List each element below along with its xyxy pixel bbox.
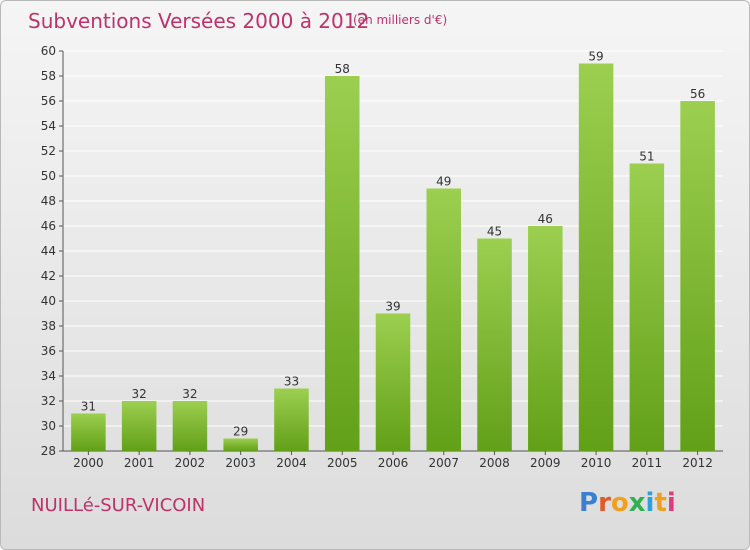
- y-tick-label: 32: [41, 394, 56, 408]
- y-tick-label: 50: [41, 169, 56, 183]
- y-tick-label: 58: [41, 69, 56, 83]
- chart-unit: (en milliers d'€): [353, 13, 448, 27]
- bar-value-label: 58: [335, 62, 350, 76]
- y-tick-label: 48: [41, 194, 56, 208]
- y-tick-label: 56: [41, 94, 56, 108]
- bar-value-label: 49: [436, 175, 451, 189]
- chart-title: Subventions Versées 2000 à 2012: [28, 9, 370, 33]
- logo-letter: r: [598, 488, 611, 518]
- logo-letter: t: [654, 488, 667, 518]
- y-tick-label: 28: [41, 444, 56, 458]
- bar: [375, 313, 411, 451]
- y-tick-label: 36: [41, 344, 56, 358]
- bar-value-label: 46: [538, 212, 553, 226]
- x-tick-label: 2011: [632, 456, 663, 470]
- x-tick-label: 2001: [124, 456, 155, 470]
- bar-value-label: 56: [690, 87, 705, 101]
- bar: [680, 101, 715, 451]
- proxiti-logo: Proxiti: [579, 488, 676, 518]
- bar: [324, 76, 360, 451]
- y-tick-label: 30: [41, 419, 56, 433]
- y-tick-label: 38: [41, 319, 56, 333]
- x-tick-label: 2000: [73, 456, 104, 470]
- x-tick-label: 2007: [428, 456, 459, 470]
- x-tick-label: 2006: [378, 456, 409, 470]
- bar: [477, 238, 512, 451]
- x-tick-label: 2004: [276, 456, 307, 470]
- y-tick-label: 34: [41, 369, 56, 383]
- bar-value-label: 31: [81, 400, 96, 414]
- logo-letter: i: [666, 488, 676, 518]
- bar-value-label: 59: [588, 50, 603, 64]
- x-tick-label: 2008: [479, 456, 510, 470]
- bar-value-label: 32: [182, 387, 197, 401]
- y-tick-label: 60: [41, 44, 56, 58]
- logo-letter: x: [628, 488, 646, 518]
- y-tick-label: 40: [41, 294, 56, 308]
- bar: [274, 388, 309, 451]
- y-tick-label: 42: [41, 269, 56, 283]
- bars: [71, 63, 715, 451]
- bar: [71, 413, 106, 451]
- bar: [426, 188, 462, 451]
- bar-value-label: 33: [284, 375, 299, 389]
- bar-value-label: 32: [132, 387, 147, 401]
- bar-value-label: 51: [639, 150, 654, 164]
- x-tick-label: 2012: [682, 456, 713, 470]
- bar: [629, 163, 665, 451]
- logo-letter: o: [610, 488, 629, 518]
- logo-letter: P: [579, 488, 599, 518]
- y-tick-label: 44: [41, 244, 56, 258]
- labels: 28 30 32 34 36 38 40 42 44 46 48 50 52 54 56 58 60 31 2000…: [41, 44, 713, 470]
- x-tick-label: 2005: [327, 456, 358, 470]
- bar-value-label: 45: [487, 225, 502, 239]
- x-tick-label: 2009: [530, 456, 561, 470]
- x-tick-label: 2002: [175, 456, 206, 470]
- y-tick-label: 52: [41, 144, 56, 158]
- commune-name: NUILLé-SUR-VICOIN: [31, 495, 206, 516]
- x-tick-label: 2010: [581, 456, 612, 470]
- bar: [528, 226, 563, 451]
- bar: [223, 438, 258, 451]
- logo-letter: i: [645, 488, 655, 518]
- bar: [578, 63, 614, 451]
- bar: [121, 401, 157, 451]
- bar: [172, 401, 208, 451]
- y-tick-label: 46: [41, 219, 56, 233]
- bar-value-label: 29: [233, 425, 248, 439]
- bar-value-label: 39: [385, 300, 400, 314]
- y-tick-label: 54: [41, 119, 56, 133]
- x-tick-label: 2003: [225, 456, 256, 470]
